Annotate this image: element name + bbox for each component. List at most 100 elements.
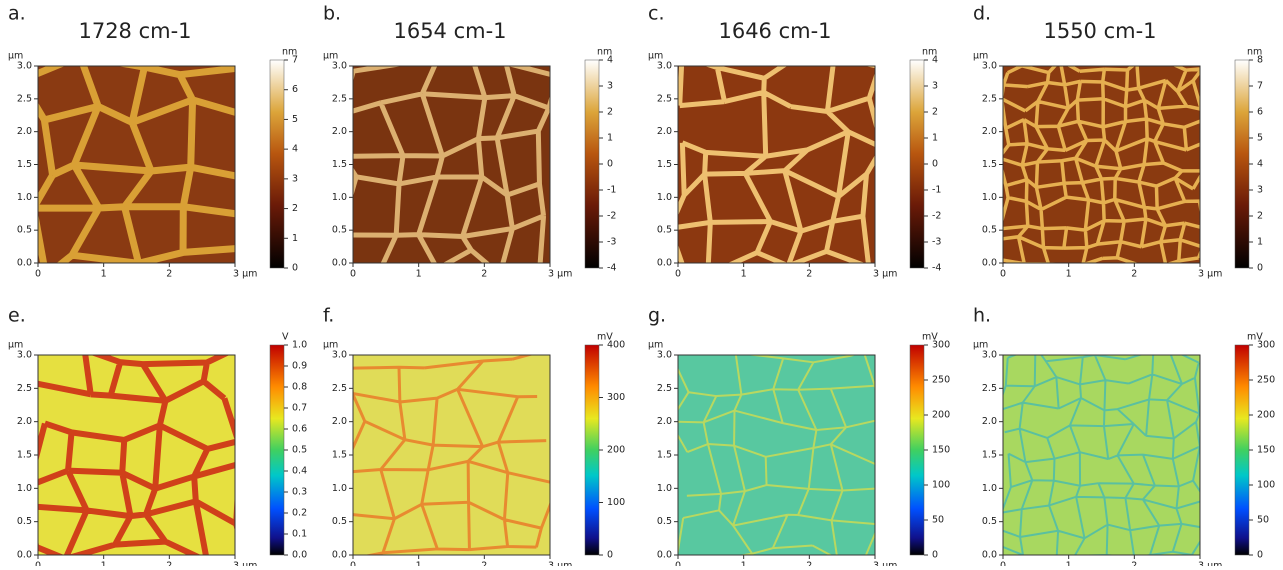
y-unit: μm <box>8 340 23 351</box>
colorbar-tick-label: 2 <box>607 107 613 118</box>
colorbar-tick-label: 250 <box>1257 375 1275 386</box>
y-tick-label: 2.5 <box>657 93 672 104</box>
panel: g. μm 0.0 0.5 1.0 1.5 2.0 2.5 3.0 0 1 2 3 μm mV 0 50 100… <box>648 305 950 570</box>
colorbar <box>584 344 600 556</box>
panel: h. μm 0.0 0.5 1.0 1.5 2.0 2.5 3.0 0 1 2 3 μm mV 0 50 100… <box>973 305 1275 570</box>
x-tick-label: 0 <box>1000 269 1006 280</box>
panel-label: f. <box>323 305 334 327</box>
y-tick-label: 2.0 <box>657 416 672 427</box>
y-tick-label: 2.5 <box>332 383 347 394</box>
panel-title: 1654 cm-1 <box>393 19 506 43</box>
x-tick-label: 1 <box>416 269 422 280</box>
colorbar-tick-label: 200 <box>1257 410 1275 421</box>
y-tick-label: 1.5 <box>17 159 32 170</box>
colorbar-tick-label: -3 <box>932 237 941 248</box>
y-tick-label: 2.0 <box>332 416 347 427</box>
y-tick-label: 0.0 <box>332 258 347 269</box>
y-unit: μm <box>973 51 988 62</box>
colorbar-tick-label: 1 <box>292 233 298 244</box>
colorbar-tick-label: 400 <box>607 340 625 351</box>
y-tick-label: 0.0 <box>657 258 672 269</box>
x-tick-label: 1 <box>416 561 422 567</box>
colorbar <box>269 344 285 556</box>
colorbar-tick-label: 3 <box>1257 185 1263 196</box>
colorbar-unit: nm <box>922 47 937 58</box>
panel: a. 1728 cm-1 μm 0.0 0.5 1.0 1.5 2.0 2.5 3.0 0 1 2 3 μ… <box>8 3 298 280</box>
colorbar-tick-label: 3 <box>292 173 298 184</box>
x-tick-label: 0 <box>35 269 41 280</box>
colorbar-tick-label: 5 <box>1257 133 1263 144</box>
colorbar-tick-label: 0 <box>932 550 938 561</box>
colorbar-unit: mV <box>922 332 938 343</box>
panel-label: h. <box>973 305 991 327</box>
colorbar-tick-label: 0.0 <box>292 550 307 561</box>
colorbar-tick-label: 0 <box>1257 263 1263 274</box>
panel-label: d. <box>973 3 991 25</box>
x-tick-label: 0 <box>675 561 681 567</box>
domain-network <box>1003 355 1200 555</box>
domain-boundary <box>353 355 550 555</box>
colorbar-tick-label: -4 <box>607 263 616 274</box>
y-tick-label: 0.5 <box>17 225 32 236</box>
colorbar-tick-label: 0.7 <box>292 403 307 414</box>
y-tick-label: 3.0 <box>657 61 672 72</box>
colorbar-tick-label: 0.4 <box>292 466 307 477</box>
y-tick-label: 1.5 <box>332 159 347 170</box>
colorbar-tick-label: 0.6 <box>292 424 307 435</box>
y-tick-label: 2.0 <box>657 126 672 137</box>
x-tick-label: 2 <box>1131 269 1137 280</box>
panel: e. μm 0.0 0.5 1.0 1.5 2.0 2.5 3.0 0 1 2 3 μm V 0.0 0.1 0… <box>8 305 307 570</box>
colorbar-tick-label: 300 <box>932 340 950 351</box>
colorbar-tick-label: -2 <box>607 211 616 222</box>
y-tick-label: 0.0 <box>332 550 347 561</box>
colorbar <box>584 59 600 269</box>
y-tick-label: 0.5 <box>657 225 672 236</box>
y-tick-label: 1.0 <box>17 192 32 203</box>
x-tick-label: 1 <box>741 561 747 567</box>
y-tick-label: 1.5 <box>332 450 347 461</box>
y-unit: μm <box>8 51 23 62</box>
y-tick-label: 2.5 <box>332 93 347 104</box>
x-end-label: 3 μm <box>233 561 257 567</box>
colorbar-tick-label: 0 <box>607 550 613 561</box>
panel-label: e. <box>8 305 26 327</box>
colorbar-tick-label: -4 <box>932 263 941 274</box>
colorbar-tick-label: 100 <box>607 497 625 508</box>
y-tick-label: 2.5 <box>657 383 672 394</box>
y-unit: μm <box>648 51 663 62</box>
colorbar-tick-label: 0.1 <box>292 529 307 540</box>
colorbar-tick-label: 4 <box>1257 159 1263 170</box>
y-tick-label: 2.0 <box>332 126 347 137</box>
colorbar-tick-label: 7 <box>292 55 298 66</box>
x-tick-label: 2 <box>481 561 487 567</box>
y-tick-label: 3.0 <box>657 350 672 361</box>
y-tick-label: 1.5 <box>657 450 672 461</box>
colorbar-tick-label: 8 <box>1257 55 1263 66</box>
colorbar-unit: mV <box>597 332 613 343</box>
x-end-label: 3 μm <box>873 561 897 567</box>
panel: b. 1654 cm-1 μm 0.0 0.5 1.0 1.5 2.0 2.5 3.0 0 1 2 3 μ… <box>323 3 616 280</box>
colorbar-tick-label: 150 <box>1257 445 1275 456</box>
colorbar-tick-label: 0 <box>932 159 938 170</box>
colorbar-tick-label: 200 <box>607 445 625 456</box>
colorbar <box>269 59 285 269</box>
colorbar <box>1234 344 1250 556</box>
y-tick-label: 1.5 <box>17 450 32 461</box>
colorbar-tick-label: 2 <box>1257 211 1263 222</box>
colorbar-tick-label: -1 <box>607 185 616 196</box>
y-tick-label: 0.0 <box>982 258 997 269</box>
colorbar <box>1234 59 1250 269</box>
x-tick-label: 2 <box>806 561 812 567</box>
y-unit: μm <box>973 340 988 351</box>
domain-network <box>1003 66 1200 263</box>
panel-title: 1646 cm-1 <box>718 19 831 43</box>
x-tick-label: 0 <box>675 269 681 280</box>
domain-boundary <box>38 355 235 555</box>
y-tick-label: 1.0 <box>982 483 997 494</box>
colorbar-tick-label: 4 <box>932 55 938 66</box>
colorbar-tick-label: 2 <box>932 107 938 118</box>
domain-network <box>38 66 235 263</box>
y-tick-label: 0.5 <box>657 516 672 527</box>
x-tick-label: 0 <box>35 561 41 567</box>
